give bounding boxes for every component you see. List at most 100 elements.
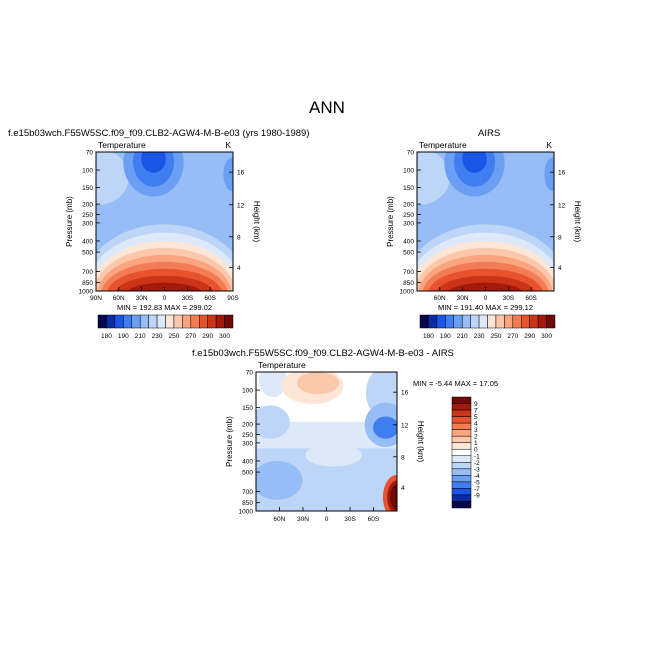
obs-colorbar-box [521, 314, 530, 329]
model-colorbar-box [182, 314, 192, 329]
model-xtick-label: 30N [136, 295, 148, 302]
diff-colorbar-box [451, 409, 472, 417]
model-colorbar-label: 300 [219, 333, 230, 340]
model-cold-core-center [141, 152, 166, 173]
model-ytick-label: 100 [82, 168, 93, 175]
diff-colorbar-box [451, 396, 472, 404]
obs-xtick-label: 60N [434, 295, 446, 302]
model-colorbar-label: 230 [152, 333, 163, 340]
model-colorbar-box [114, 314, 124, 329]
diff-colorbar-box [451, 416, 472, 424]
obs-ylabel: Pressure (mb) [386, 196, 395, 247]
diff-ytick-label: 70 [246, 370, 254, 377]
diff-right-cool-core [373, 416, 397, 439]
diff-ylabel: Pressure (mb) [225, 416, 234, 467]
obs-colorbar-box [419, 314, 429, 329]
model-ytick-label: 150 [82, 185, 93, 192]
obs-xtick-label: 0 [484, 295, 488, 302]
diff-ytick-label: 700 [242, 489, 253, 496]
diff-colorbar-box [451, 403, 472, 411]
diff-contour-field [256, 372, 397, 511]
diff-variable-label: Temperature [258, 360, 306, 370]
model-contour-field [96, 152, 233, 291]
obs-colorbar-label: 290 [524, 333, 535, 340]
diff-colorbar-label: -3 [474, 466, 480, 473]
model-colorbar-box [148, 314, 158, 329]
model-ytick-label: 700 [82, 269, 93, 276]
model-colorbar-box [224, 314, 234, 329]
model-warm-band-8 [127, 282, 202, 291]
model-y2tick-label: 12 [237, 202, 245, 209]
model-colorbar-label: 290 [202, 333, 213, 340]
obs-colorbar-label: 180 [423, 333, 434, 340]
obs-colorbar-box [436, 314, 446, 329]
diff-colorbar-label: 4 [474, 421, 478, 428]
obs-colorbar-box [453, 314, 463, 329]
model-colorbar-box [190, 314, 200, 329]
obs-ytick-label: 250 [403, 212, 414, 219]
model-y2label: Height (km) [252, 201, 261, 243]
obs-ytick-label: 700 [403, 269, 414, 276]
obs-contour-field [417, 152, 554, 291]
diff-y2tick-label: 16 [401, 390, 409, 397]
model-polar-lobe-north [96, 152, 129, 205]
obs-y2tick-label: 12 [558, 202, 566, 209]
model-xtick-label: 0 [163, 295, 167, 302]
obs-xtick-label: 30S [503, 295, 515, 302]
obs-colorbar-label: 230 [474, 333, 485, 340]
diff-y2tick-label: 4 [401, 485, 405, 492]
diff-colorbar-box [451, 429, 472, 437]
obs-cold-core-center [462, 152, 487, 173]
obs-variable-label: Temperature [419, 140, 467, 150]
diff-colorbar-box [451, 455, 472, 463]
model-colorbar-box [199, 314, 208, 329]
model-colorbar-box [97, 314, 107, 329]
diff-colorbar-label: -9 [474, 492, 480, 499]
obs-ytick-label: 1000 [400, 289, 415, 296]
obs-colorbar-box [487, 314, 497, 329]
obs-panel-title: AIRS [478, 128, 501, 139]
model-ytick-label: 1000 [79, 289, 94, 296]
obs-y2tick-label: 4 [558, 265, 562, 272]
model-ytick-label: 250 [82, 212, 93, 219]
obs-colorbar-box [504, 314, 514, 329]
obs-colorbar-box [512, 314, 522, 329]
diff-minmax: MIN = -5.44 MAX = 17.05 [413, 379, 498, 388]
model-xtick-label: 90N [90, 295, 102, 302]
model-ytick-label: 500 [82, 250, 93, 257]
diff-ytick-label: 100 [242, 388, 253, 395]
diff-colorbar-label: -1 [474, 453, 480, 460]
diff-ytick-label: 250 [242, 432, 253, 439]
diff-panel-title: f.e15b03wch.F55W5SC.f09_f09.CLB2-AGW4-M-… [192, 348, 454, 359]
diff-colorbar-box [451, 448, 472, 457]
model-colorbar-box [207, 314, 217, 329]
diff-colorbar-label: 0 [474, 447, 478, 454]
model-ytick-label: 70 [86, 150, 94, 157]
diff-y2tick-label: 8 [401, 454, 405, 461]
model-y2tick-label: 16 [237, 170, 245, 177]
obs-ytick-label: 500 [403, 250, 414, 257]
model-colorbar-box [215, 314, 225, 329]
obs-ytick-label: 400 [403, 238, 414, 245]
obs-ytick-label: 100 [403, 168, 414, 175]
obs-y2label: Height (km) [573, 201, 582, 243]
model-y2tick-label: 8 [237, 234, 241, 241]
diff-xtick-label: 60S [368, 516, 380, 523]
model-colorbar-label: 180 [101, 333, 112, 340]
obs-colorbar-box [461, 314, 471, 329]
diff-colorbar-label: 2 [474, 434, 478, 441]
model-colorbar-label: 210 [135, 333, 146, 340]
diff-colorbar-box [451, 475, 472, 483]
diff-xtick-label: 30S [344, 516, 356, 523]
diff-lower-left-patch [256, 460, 303, 500]
model-y2tick-label: 4 [237, 265, 241, 272]
model-colorbar-box [106, 314, 116, 329]
diff-ytick-label: 850 [242, 500, 253, 507]
obs-colorbar-box [445, 314, 454, 329]
diff-ytick-label: 500 [242, 470, 253, 477]
diff-ytick-label: 300 [242, 440, 253, 447]
model-ytick-label: 400 [82, 238, 93, 245]
diff-colorbar-box [451, 462, 472, 470]
obs-polar-lobe-south [544, 157, 554, 191]
